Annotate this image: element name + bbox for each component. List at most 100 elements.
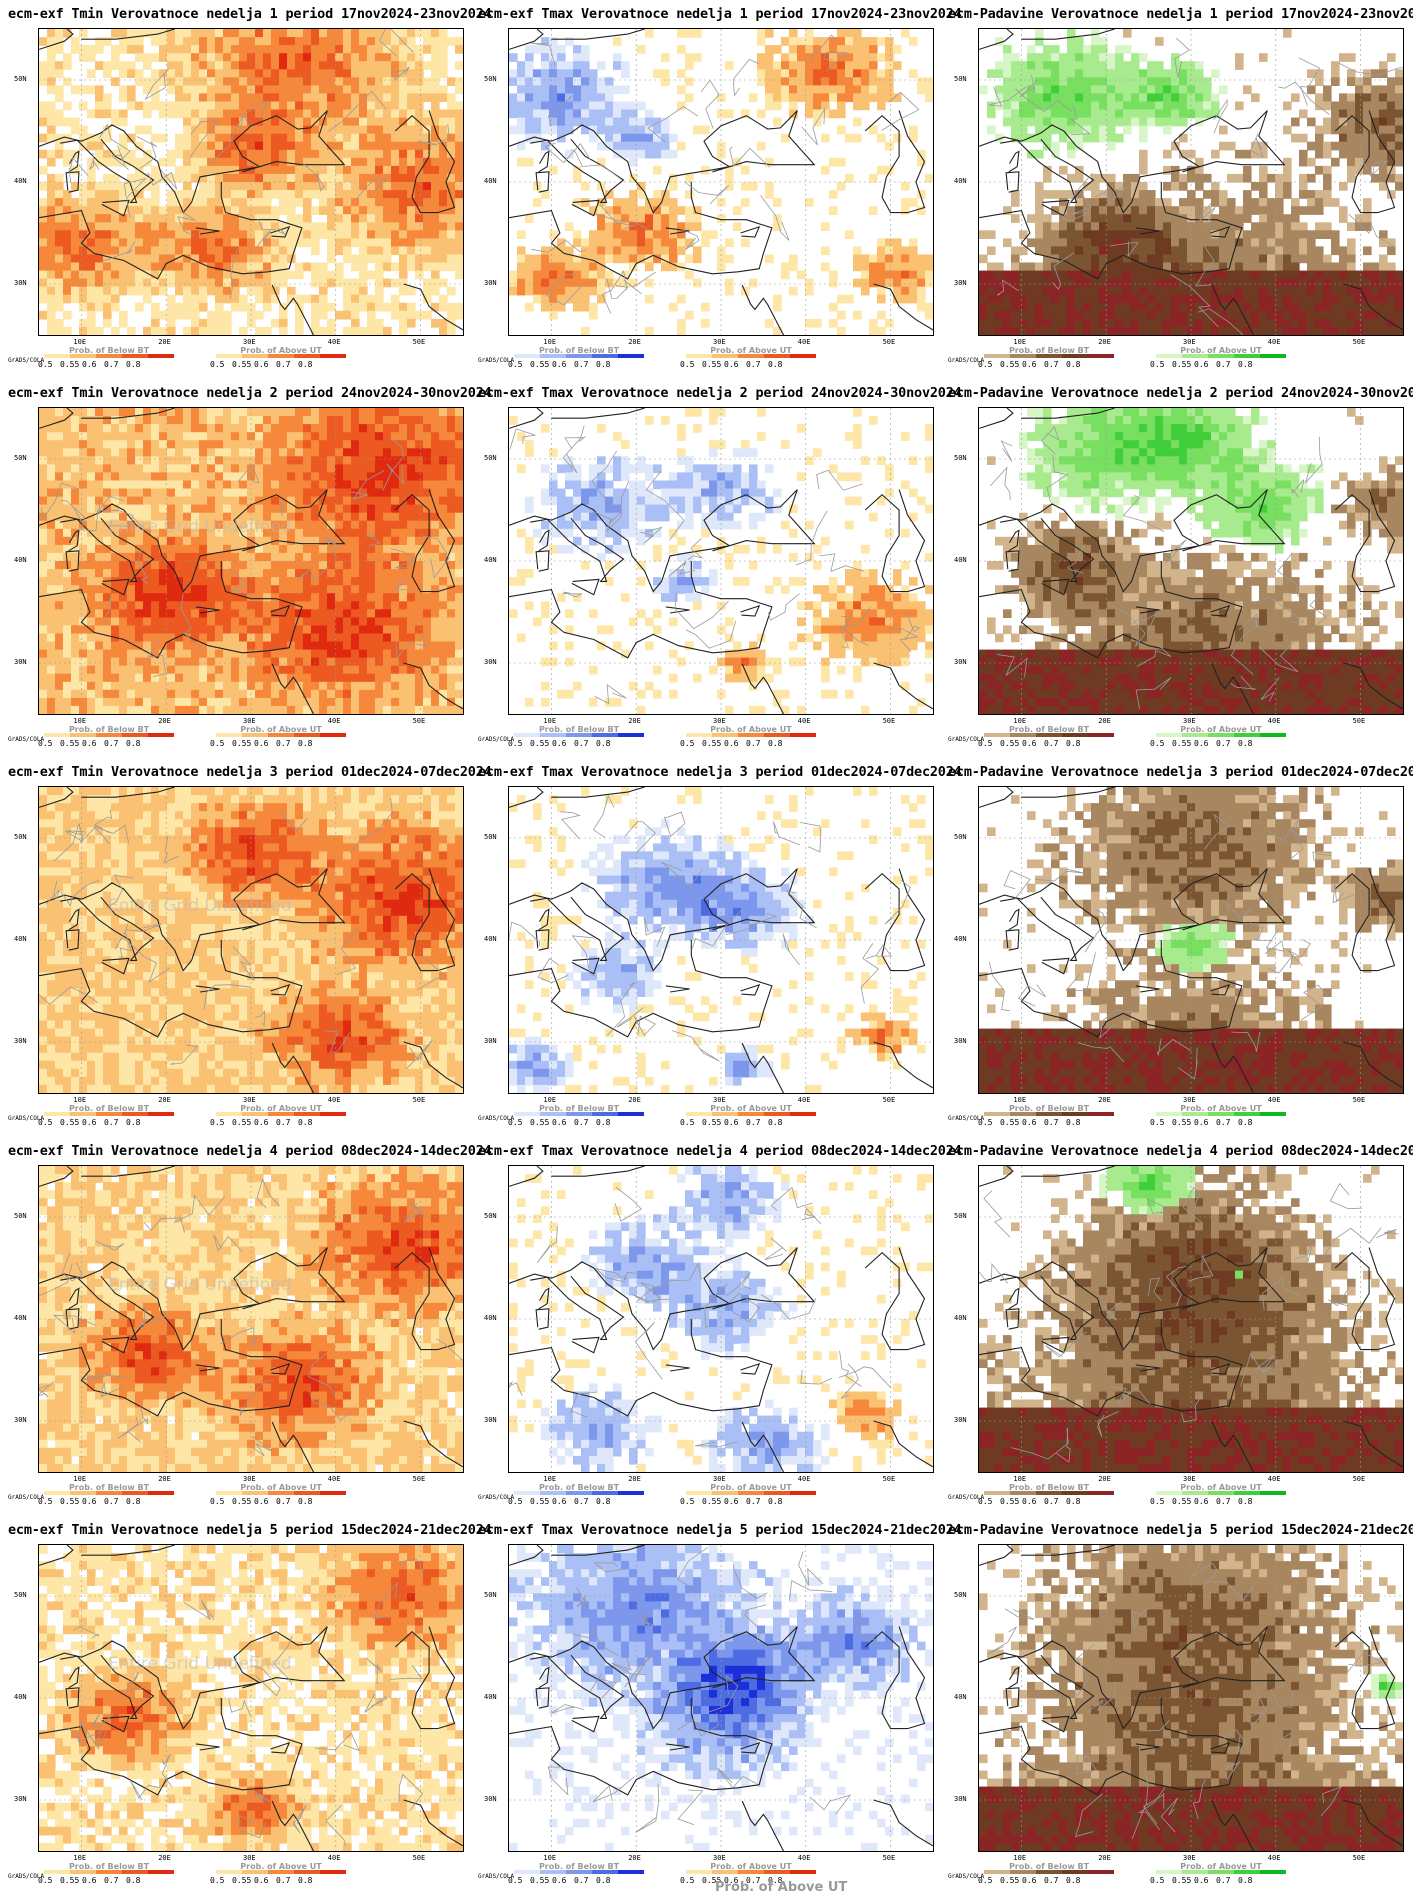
probability-cell (725, 61, 734, 70)
probability-cell (183, 69, 192, 78)
probability-cell (431, 149, 440, 159)
probability-cell (581, 69, 590, 78)
legend-colorbar (216, 354, 346, 358)
probability-cell (367, 472, 376, 482)
probability-cell (63, 544, 72, 554)
probability-cell (1187, 270, 1196, 280)
probability-cell (1011, 53, 1020, 62)
probability-cell (821, 101, 830, 111)
probability-cell (183, 544, 192, 554)
probability-cell (327, 448, 336, 457)
probability-cell (319, 294, 328, 304)
probability-cell (613, 37, 622, 46)
probability-cell (1131, 294, 1140, 304)
probability-cell (415, 270, 424, 280)
probability-cell (327, 61, 336, 70)
probability-cell (263, 101, 272, 111)
probability-cell (343, 416, 352, 425)
probability-cell (199, 318, 208, 328)
probability-cell (447, 480, 456, 490)
probability-cell (391, 464, 400, 474)
probability-cell (1387, 85, 1396, 95)
probability-cell (87, 270, 96, 280)
probability-cell (415, 310, 424, 320)
probability-cell (127, 528, 136, 538)
probability-cell (199, 230, 208, 239)
probability-cell (1251, 149, 1260, 159)
probability-cell (95, 472, 104, 482)
lat-label: 50N (954, 75, 967, 83)
probability-cell (447, 456, 456, 465)
probability-cell (191, 141, 200, 151)
probability-cell (359, 246, 368, 256)
legend-swatch (764, 354, 790, 358)
probability-cell (375, 117, 384, 127)
probability-cell (311, 416, 320, 425)
probability-cell (167, 408, 176, 417)
probability-cell (383, 326, 392, 335)
probability-cell (557, 294, 566, 304)
probability-cell (455, 206, 463, 215)
probability-cell (119, 440, 128, 449)
probability-cell (383, 85, 392, 95)
probability-cell (167, 173, 176, 183)
probability-cell (1307, 230, 1316, 239)
probability-cell (63, 29, 72, 38)
probability-cell (199, 173, 208, 183)
probability-cell (1011, 77, 1020, 86)
probability-cell (79, 53, 88, 62)
probability-cell (103, 61, 112, 70)
probability-cell (383, 133, 392, 143)
probability-cell (1187, 222, 1196, 231)
probability-cell (789, 61, 798, 70)
probability-cell (597, 109, 606, 119)
probability-cell (1131, 117, 1140, 127)
legend-colorbar (1156, 354, 1286, 358)
probability-cell (223, 77, 232, 86)
probability-cell (335, 464, 344, 474)
probability-cell (1083, 133, 1092, 143)
probability-cell (279, 149, 288, 159)
probability-cell (175, 416, 184, 425)
probability-cell (207, 424, 216, 433)
probability-cell (893, 61, 902, 70)
probability-cell (525, 53, 534, 62)
probability-cell (597, 294, 606, 304)
probability-cell (215, 37, 224, 46)
probability-cell (1171, 222, 1180, 231)
probability-cell (143, 504, 152, 514)
probability-cell (439, 173, 448, 183)
probability-cell (1171, 262, 1180, 272)
probability-cell (1043, 93, 1052, 103)
probability-cell (1075, 254, 1084, 264)
probability-cell (885, 61, 894, 70)
probability-cell (287, 173, 296, 183)
probability-cell (1083, 262, 1092, 272)
probability-cell (239, 528, 248, 538)
probability-cell (391, 496, 400, 506)
country-border (601, 270, 628, 314)
probability-cell (447, 310, 456, 320)
probability-cell (439, 182, 448, 191)
probability-cell (669, 133, 678, 143)
probability-cell (1139, 149, 1148, 159)
probability-cell (295, 214, 304, 223)
probability-cell (111, 488, 120, 498)
probability-cell (191, 504, 200, 514)
probability-cell (1299, 326, 1308, 335)
probability-cell (255, 69, 264, 78)
map-panel: ecm-exf Tmin Verovatnoce nedelja 2 perio… (4, 379, 492, 758)
probability-cell (1115, 214, 1124, 223)
probability-cell (151, 262, 160, 272)
probability-cell (1379, 318, 1388, 328)
probability-cell (621, 69, 630, 78)
probability-cell (1107, 214, 1116, 223)
probability-cell (399, 37, 408, 46)
probability-cell (1099, 302, 1108, 312)
probability-cell (645, 29, 654, 38)
probability-cell (1347, 173, 1356, 183)
probability-cell (1211, 246, 1220, 256)
probability-cell (629, 214, 638, 223)
probability-cell (1291, 238, 1300, 248)
probability-cell (1379, 165, 1388, 175)
